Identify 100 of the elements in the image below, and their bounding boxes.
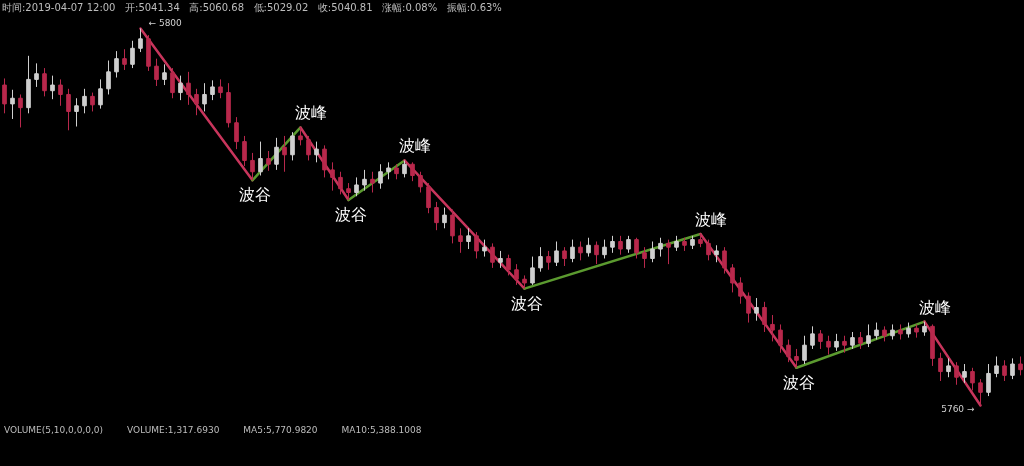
candlestick bbox=[506, 254, 511, 276]
candlestick bbox=[602, 239, 607, 259]
candlestick bbox=[234, 116, 239, 150]
candlestick bbox=[570, 239, 575, 263]
candlestick bbox=[258, 141, 263, 177]
text: VOLUME(5,10,0,0,0,0) bbox=[4, 425, 104, 435]
candlestick bbox=[490, 242, 495, 269]
candlestick bbox=[538, 246, 543, 273]
candlestick bbox=[514, 263, 519, 286]
candlestick bbox=[546, 250, 551, 271]
candlestick bbox=[122, 48, 127, 71]
candlestick bbox=[290, 131, 295, 161]
candlestick bbox=[378, 163, 383, 190]
candlestick bbox=[418, 171, 423, 193]
candlestick bbox=[866, 323, 871, 348]
candlestick bbox=[274, 137, 279, 171]
candlestick bbox=[786, 339, 791, 363]
candlestick bbox=[362, 169, 367, 192]
candlestick bbox=[170, 67, 175, 99]
candlestick bbox=[554, 241, 559, 267]
candlestick bbox=[18, 93, 23, 128]
candlestick bbox=[650, 241, 655, 263]
candlestick bbox=[282, 135, 287, 173]
candlestick bbox=[458, 227, 463, 254]
candlestick bbox=[970, 367, 975, 391]
candlestick bbox=[594, 241, 599, 265]
candlestick bbox=[434, 201, 439, 231]
candlestick bbox=[50, 75, 55, 100]
annotation: 波谷 bbox=[782, 372, 815, 392]
candlestick bbox=[474, 231, 479, 259]
candlestick bbox=[74, 97, 79, 128]
candlestick bbox=[202, 82, 207, 112]
candlestick bbox=[354, 176, 359, 197]
candlestick bbox=[194, 88, 199, 116]
candlestick bbox=[210, 79, 215, 101]
candlestick bbox=[730, 263, 735, 293]
candlestick bbox=[162, 63, 167, 86]
candlestick bbox=[2, 77, 7, 114]
annotation: 波谷 bbox=[334, 205, 367, 225]
candlestick bbox=[242, 135, 247, 167]
candlestick bbox=[722, 246, 727, 275]
annotation: 5760 → bbox=[941, 403, 975, 414]
candlestick bbox=[306, 135, 311, 161]
candlestick bbox=[578, 241, 583, 261]
candlestick bbox=[106, 60, 111, 95]
candlestick bbox=[962, 363, 967, 384]
candlestick bbox=[762, 301, 767, 333]
text: MA10:5,388.1008 bbox=[341, 425, 422, 435]
annotation: 波峰 bbox=[694, 209, 727, 229]
candlestick bbox=[266, 150, 271, 172]
candlestick bbox=[34, 62, 39, 88]
annotation: 波峰 bbox=[294, 103, 327, 123]
candlestick bbox=[826, 335, 831, 356]
candlestick bbox=[954, 361, 959, 386]
candlestick bbox=[42, 67, 47, 97]
candlestick bbox=[338, 171, 343, 195]
candlestick bbox=[410, 161, 415, 182]
candlestick bbox=[994, 355, 999, 378]
candlestick bbox=[978, 378, 983, 406]
candlestick bbox=[946, 357, 951, 378]
candlestick bbox=[66, 88, 71, 131]
candlestick bbox=[658, 237, 663, 258]
candlestick bbox=[754, 297, 759, 322]
candlestick bbox=[370, 171, 375, 193]
candlestick bbox=[1002, 359, 1007, 382]
candlestick bbox=[114, 50, 119, 79]
candlestick bbox=[938, 352, 943, 382]
candlestick bbox=[186, 71, 191, 106]
candlestick bbox=[98, 78, 103, 110]
candlestick bbox=[90, 92, 95, 112]
candlestick bbox=[322, 144, 327, 178]
candlestick bbox=[738, 276, 743, 305]
candlestick bbox=[770, 314, 775, 342]
candlestick bbox=[10, 89, 15, 120]
candlestick bbox=[794, 348, 799, 369]
candlestick bbox=[634, 237, 639, 259]
candlestick bbox=[802, 335, 807, 365]
candlestick bbox=[586, 237, 591, 258]
candlestick bbox=[986, 363, 991, 397]
candlestick bbox=[1018, 355, 1023, 376]
candlestick bbox=[58, 78, 63, 107]
annotation: 波峰 bbox=[398, 136, 431, 156]
candlestick bbox=[810, 325, 815, 350]
candlestick bbox=[154, 58, 159, 87]
text: VOLUME:1,317.6930 bbox=[127, 425, 220, 435]
candlestick bbox=[130, 40, 135, 69]
candlestick bbox=[466, 227, 471, 250]
candlestick bbox=[642, 246, 647, 269]
text: MA5:5,770.9820 bbox=[243, 425, 318, 435]
candlestick bbox=[82, 88, 87, 114]
annotation: 波谷 bbox=[510, 293, 543, 313]
candlestick bbox=[250, 152, 255, 181]
candlestick bbox=[330, 161, 335, 192]
candlestick bbox=[666, 239, 671, 265]
candlestick bbox=[314, 141, 319, 163]
candlestick bbox=[138, 28, 143, 53]
candlestick bbox=[426, 182, 431, 214]
annotation: 波谷 bbox=[238, 185, 271, 205]
candlestick bbox=[1010, 357, 1015, 380]
candlestick bbox=[706, 239, 711, 261]
